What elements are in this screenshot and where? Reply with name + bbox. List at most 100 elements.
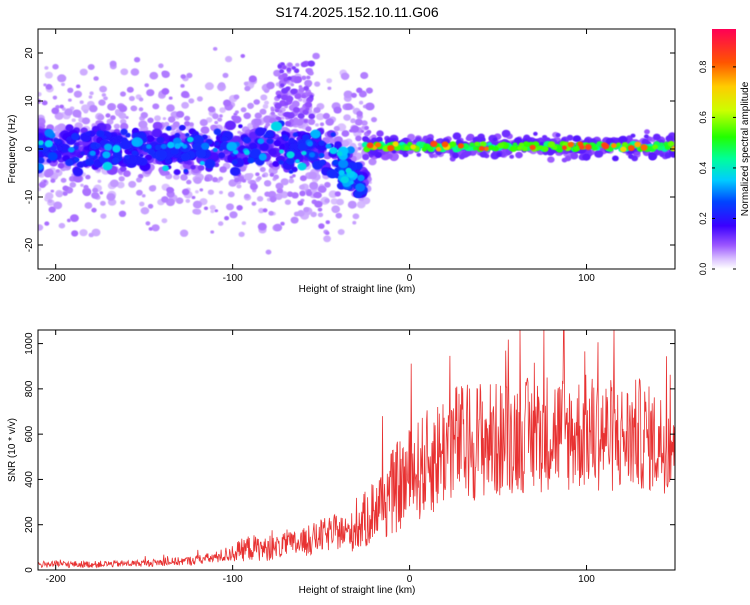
spectrogram-cell xyxy=(231,115,238,121)
spectrogram-cell xyxy=(324,181,331,188)
spectrogram-cell xyxy=(57,162,65,169)
y-tick-label: 10 xyxy=(24,95,35,107)
spectrogram-cell xyxy=(305,126,312,132)
spectrogram-cell xyxy=(350,92,357,98)
spectrogram-cell xyxy=(478,146,485,151)
spectrogram-cell xyxy=(509,145,517,152)
spectrogram-cell xyxy=(196,96,203,102)
y-tick-label: 800 xyxy=(24,380,35,397)
spectrogram-cell xyxy=(180,90,190,99)
spectrogram-cell xyxy=(110,115,116,121)
spectrogram-cell xyxy=(120,128,128,136)
spectrogram-cell xyxy=(620,146,627,153)
spectrogram-cell xyxy=(244,193,250,199)
spectrogram-cell xyxy=(147,117,154,124)
spectrogram-cell xyxy=(286,157,295,165)
spectrogram-cell xyxy=(584,144,592,150)
spectrogram-cell xyxy=(66,136,72,142)
spectrogram-cell xyxy=(648,152,654,157)
spectrogram-cell xyxy=(144,83,149,88)
spectrogram-cell xyxy=(217,152,225,159)
spectrogram-cell xyxy=(105,113,111,118)
spectrogram-cell xyxy=(287,192,294,197)
spectrogram-cell xyxy=(640,144,648,151)
spectrogram-cell xyxy=(264,191,271,197)
spectrogram-cell xyxy=(151,128,163,138)
spectrogram-cell xyxy=(361,120,368,126)
spectrogram-cell xyxy=(364,125,369,130)
spectrogram-cell xyxy=(247,157,255,164)
spectrogram-cell xyxy=(260,94,268,101)
spectrogram-cell xyxy=(346,146,355,154)
spectrogram-cell xyxy=(89,150,96,156)
spectrogram-cell xyxy=(509,154,515,159)
spectrogram-cell xyxy=(130,68,140,76)
spectrogram-cell xyxy=(514,137,523,145)
spectrogram-cell xyxy=(322,112,330,120)
spectrogram-cell xyxy=(360,72,369,79)
spectrogram-cell xyxy=(236,205,243,211)
spectrogram-cell xyxy=(162,165,170,172)
spectrogram-cell xyxy=(529,144,536,151)
spectrogram-cell xyxy=(274,193,283,201)
spectrogram-cell xyxy=(293,211,300,217)
spectrogram-cell xyxy=(280,178,289,186)
spectrogram-cell xyxy=(50,178,56,183)
spectrogram-cell xyxy=(244,173,253,181)
spectrogram-cell xyxy=(175,197,184,204)
spectrogram-cell xyxy=(309,94,314,99)
spectrogram-cell xyxy=(318,140,325,146)
spectrogram-cell xyxy=(326,78,333,84)
spectrogram-cell xyxy=(204,82,214,91)
spectrogram-cell xyxy=(120,200,126,205)
spectrogram-cell xyxy=(238,231,245,237)
spectrogram-cell xyxy=(162,117,167,121)
spectrogram-cell xyxy=(213,128,222,136)
spectrogram-cell xyxy=(262,103,269,109)
spectrogram-cell xyxy=(97,114,105,121)
spectrogram-cell xyxy=(305,190,313,197)
spectrogram-cell xyxy=(349,129,353,133)
spectrogram-cell xyxy=(259,166,266,173)
spectrogram-cell xyxy=(179,142,185,147)
spectrogram-cell xyxy=(266,81,275,90)
spectrogram-cell xyxy=(178,124,186,131)
spectrogram-cell xyxy=(172,121,180,128)
spectrogram-cell xyxy=(304,79,313,87)
spectrogram-cell xyxy=(308,171,318,180)
spectrogram-cell xyxy=(207,106,215,113)
spectrogram-cell xyxy=(310,211,317,218)
spectrogram-cell xyxy=(273,174,279,180)
spectrogram-cell xyxy=(99,85,107,93)
spectrogram-cell xyxy=(254,127,266,137)
colorbar-label: Normalized spectral amplitude xyxy=(740,81,750,216)
spectrogram-cell xyxy=(265,249,272,255)
snr-frame xyxy=(37,329,676,571)
spectrogram-cell xyxy=(85,158,95,166)
spectrogram-cell xyxy=(368,158,377,166)
spectrogram-cell xyxy=(522,141,530,148)
spectrogram-cell xyxy=(128,180,137,188)
spectrogram-cell xyxy=(561,145,567,150)
spectrogram-cell xyxy=(212,113,219,120)
spectrogram-cell xyxy=(170,147,179,155)
spectrogram-cell xyxy=(302,134,310,142)
spectrogram-cell xyxy=(324,198,330,203)
spectrogram-cell xyxy=(386,153,393,159)
spectrogram-cell xyxy=(297,200,304,206)
spectrogram-cell xyxy=(65,124,74,132)
spectrogram-cell xyxy=(99,156,107,163)
spectrogram-cell xyxy=(217,117,223,122)
spectrogram-cell xyxy=(479,151,488,158)
spectrogram-y-ticks: -20 -10 0 10 20 xyxy=(24,47,675,252)
spectrogram-cell xyxy=(212,147,218,153)
spectrogram-cell xyxy=(292,174,296,178)
spectrogram-cell xyxy=(130,105,138,112)
spectrogram-cell xyxy=(659,142,664,147)
spectrogram-cell xyxy=(273,139,282,147)
spectrogram-cell xyxy=(57,74,67,83)
spectrogram-cell xyxy=(188,98,195,104)
spectrogram-cell xyxy=(145,154,153,161)
spectrogram-cell xyxy=(138,120,148,129)
spectrogram-cell xyxy=(72,167,84,177)
